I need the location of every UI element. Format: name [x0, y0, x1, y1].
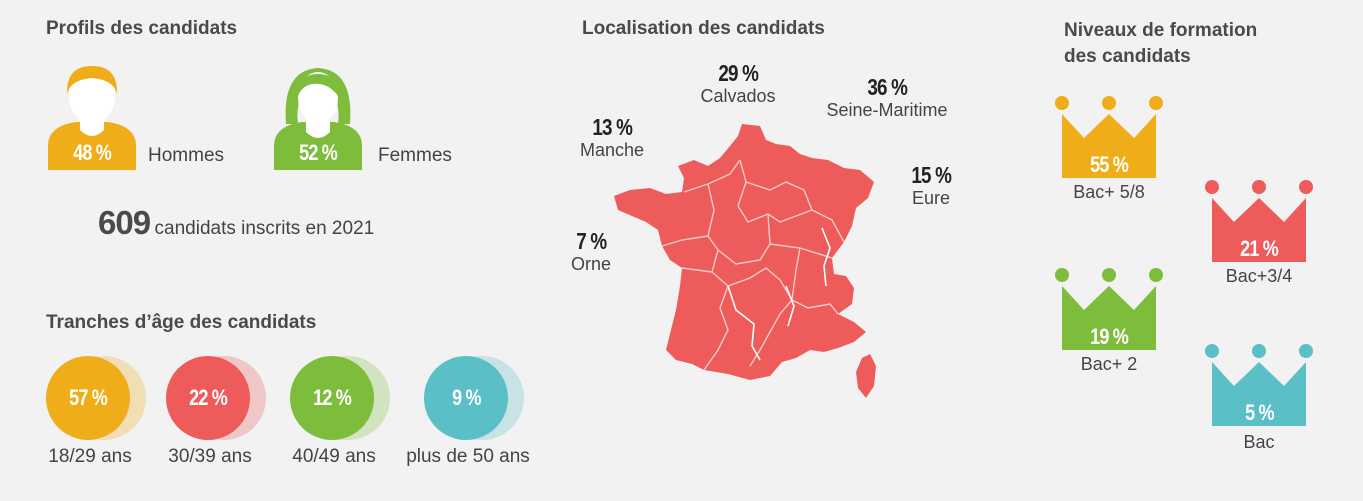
map-pct: 36 %	[867, 74, 908, 100]
inscrits-text: candidats inscrits en 2021	[154, 218, 375, 239]
age-label: 18/29 ans	[48, 446, 132, 467]
map-name: Calvados	[700, 86, 776, 106]
age-item-1: 57 %	[46, 356, 146, 442]
formation-title-line1: Niveaux de formation	[1064, 20, 1258, 41]
femmes-pct: 52 %	[299, 140, 338, 165]
map-label-manche: 13 % Manche	[572, 114, 652, 159]
map-label-eure: 15 % Eure	[898, 162, 964, 207]
formation-title-line2: des candidats	[1064, 46, 1191, 67]
crown-item-4: 5 %	[1204, 342, 1314, 432]
crown-pct: 19 %	[1090, 324, 1129, 349]
map-pct: 7 %	[575, 228, 607, 254]
age-pct: 12 %	[313, 385, 352, 410]
age-label: 30/39 ans	[168, 446, 252, 467]
crown-item-1: 55 %	[1054, 94, 1164, 184]
woman-icon	[274, 68, 362, 170]
crown-label: Bac+ 5/8	[1073, 182, 1145, 202]
hommes-label: Hommes	[148, 145, 225, 166]
map-label-calvados: 29 % Calvados	[690, 60, 786, 105]
crown-pct: 21 %	[1240, 236, 1279, 261]
map-pct: 15 %	[911, 162, 952, 188]
hommes-pct: 48 %	[73, 140, 112, 165]
profils-title: Profils des candidats	[46, 18, 238, 39]
map-pct: 13 %	[592, 114, 633, 140]
crown-label: Bac	[1243, 432, 1275, 452]
man-icon	[48, 66, 136, 170]
crown-label: Bac+ 2	[1080, 354, 1138, 374]
age-pct: 9 %	[451, 385, 481, 410]
map-label-orne: 7 % Orne	[558, 228, 624, 273]
woman-figure: 52 %	[272, 62, 364, 170]
map-name: Manche	[579, 140, 645, 160]
age-item-4: 9 %	[424, 356, 524, 442]
localisation-title: Localisation des candidats	[582, 18, 825, 39]
age-label: plus de 50 ans	[406, 446, 530, 467]
crown-icon	[1205, 344, 1313, 426]
map-name: Seine-Maritime	[826, 100, 948, 120]
formation-title: Niveaux de formation des candidats	[1064, 18, 1257, 70]
age-item-2: 22 %	[166, 356, 266, 442]
crown-icon	[1055, 96, 1163, 178]
crown-pct: 5 %	[1244, 400, 1274, 425]
age-item-3: 12 %	[290, 356, 390, 442]
man-figure: 48 %	[46, 62, 138, 170]
map-pct: 29 %	[718, 60, 759, 86]
inscrits-line: 609 candidats inscrits en 2021	[98, 204, 374, 242]
crown-item-2: 21 %	[1204, 178, 1314, 268]
map-name: Eure	[911, 188, 951, 208]
france-map	[614, 124, 876, 398]
map-label-seine-maritime: 36 % Seine-Maritime	[818, 74, 956, 119]
france-mainland	[614, 124, 874, 380]
corsica	[856, 354, 876, 398]
map-name: Orne	[570, 254, 612, 274]
crown-icon	[1055, 268, 1163, 350]
femmes-label: Femmes	[378, 145, 452, 166]
inscrits-count: 609	[98, 204, 151, 241]
age-pct: 57 %	[69, 385, 108, 410]
age-pct: 22 %	[189, 385, 228, 410]
age-label: 40/49 ans	[292, 446, 376, 467]
crown-icon	[1205, 180, 1313, 262]
crown-item-3: 19 %	[1054, 266, 1164, 356]
crown-label: Bac+3/4	[1225, 266, 1293, 286]
crown-pct: 55 %	[1090, 152, 1129, 177]
ages-title: Tranches d’âge des candidats	[46, 312, 317, 333]
